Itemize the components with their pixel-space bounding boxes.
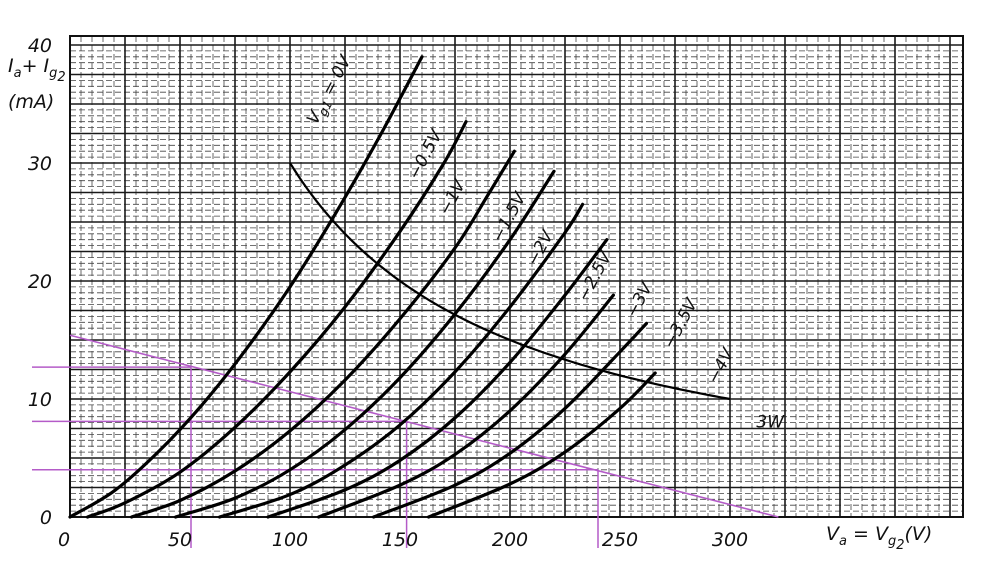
series-label-text: −4V bbox=[704, 344, 740, 387]
y-axis-unit: (mA) bbox=[8, 91, 54, 113]
y-axis-label-sub-g: g bbox=[49, 66, 57, 81]
power-curve-layer bbox=[289, 162, 731, 401]
series-curve-1 bbox=[68, 55, 424, 519]
series-label-sub: g1 bbox=[316, 98, 336, 118]
y-axis-title: Ia+ Ig2 (mA) bbox=[8, 55, 66, 113]
series-curve-2 bbox=[86, 120, 468, 519]
series-curve-4 bbox=[174, 169, 556, 519]
minor-grid bbox=[70, 36, 963, 517]
x-tick-label: 200 bbox=[492, 529, 528, 551]
y-tick-label: 20 bbox=[28, 271, 52, 293]
y-tick-label: 10 bbox=[28, 389, 52, 411]
series-label-tail: = 0V bbox=[316, 51, 357, 104]
x-axis-label-sub-2: 2 bbox=[896, 538, 904, 553]
x-tick-label: 250 bbox=[602, 529, 638, 551]
plot-frame bbox=[69, 35, 964, 518]
power-curve-label: 3W bbox=[756, 412, 785, 432]
x-axis-label-unit: (V) bbox=[905, 523, 933, 545]
series-label-3: −1V bbox=[435, 175, 471, 218]
load-line bbox=[69, 334, 779, 518]
series-label-1: Vg1 = 0V bbox=[303, 51, 358, 128]
series-layer bbox=[68, 55, 657, 519]
x-tick-label: 0 bbox=[58, 529, 70, 551]
x-tick-label: 150 bbox=[382, 529, 418, 551]
power-curve-3w bbox=[289, 162, 731, 401]
x-axis-label-eq: = V bbox=[847, 523, 890, 545]
y-axis-label-sub-2: 2 bbox=[57, 70, 65, 85]
series-curve-8 bbox=[372, 321, 648, 519]
y-tick-label: 30 bbox=[28, 153, 52, 175]
x-axis-label-v: V bbox=[826, 523, 841, 545]
series-curve-7 bbox=[317, 293, 615, 519]
y-axis-label-i: I bbox=[8, 55, 14, 77]
major-grid bbox=[69, 35, 964, 518]
x-axis-label-sub-g: g bbox=[888, 534, 896, 549]
series-label-text: −1V bbox=[435, 175, 471, 218]
series-label-7: −3V bbox=[622, 278, 658, 321]
series-curve-6 bbox=[266, 238, 609, 519]
series-label-8: −3.5V bbox=[660, 294, 703, 351]
y-tick-label: 0 bbox=[40, 507, 52, 529]
y-axis-label-sub-a: a bbox=[14, 66, 22, 81]
series-curve-5 bbox=[218, 202, 585, 519]
x-tick-label: 100 bbox=[272, 529, 308, 551]
x-tick-label: 50 bbox=[168, 529, 192, 551]
series-curve-3 bbox=[130, 149, 516, 519]
series-label-9: −4V bbox=[704, 344, 740, 387]
svg-text:Ia+ Ig2: Ia+ Ig2 bbox=[8, 55, 66, 85]
series-label-text: −3.5V bbox=[660, 294, 703, 351]
x-tick-label: 300 bbox=[712, 529, 748, 551]
tick-label-layer: 0 50 100 150 200 250 300 0 10 20 30 40 bbox=[28, 35, 748, 551]
series-curve-9 bbox=[427, 371, 657, 519]
y-axis-label-plus: + I bbox=[22, 55, 50, 77]
y-tick-label: 40 bbox=[28, 35, 52, 57]
series-label-text: −3V bbox=[622, 278, 658, 321]
svg-text:Va = Vg2(V): Va = Vg2(V) bbox=[826, 523, 932, 553]
x-axis-label-sub-a: a bbox=[839, 534, 847, 549]
x-axis-title: Va = Vg2(V) bbox=[826, 523, 932, 553]
load-line-layer bbox=[32, 334, 779, 548]
